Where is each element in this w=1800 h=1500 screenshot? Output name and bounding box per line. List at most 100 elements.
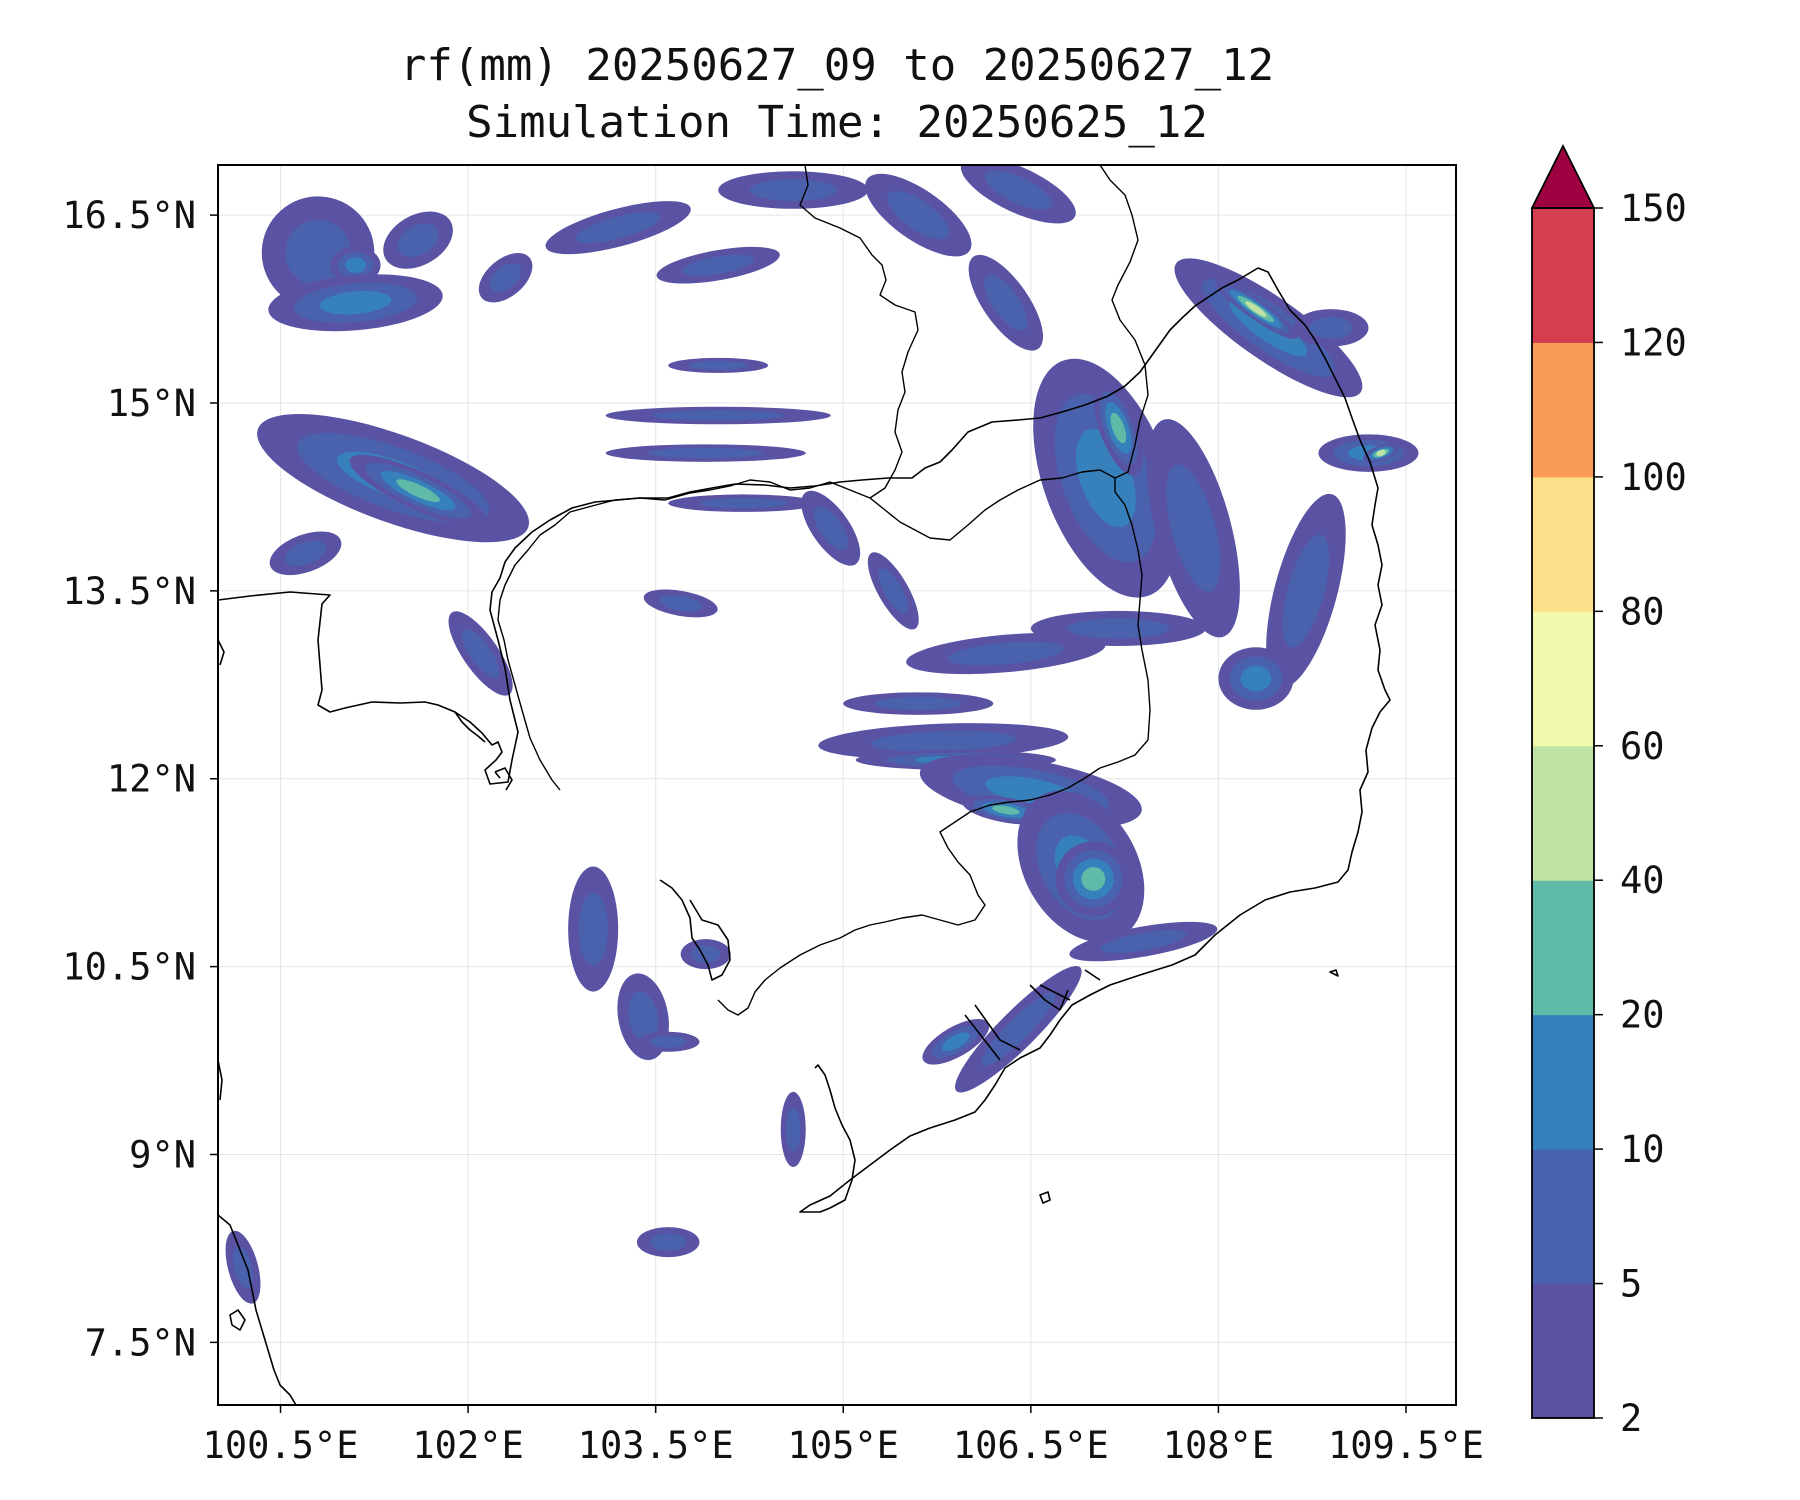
border-thailand-laos — [799, 165, 919, 499]
lat-tick-label: 16.5°N — [62, 194, 196, 237]
country-border-layer — [497, 165, 1151, 1016]
rain-cell-level-1 — [887, 191, 950, 240]
lat-tick-label: 7.5°N — [85, 1321, 196, 1364]
lat-tick-label: 10.5°N — [62, 946, 196, 989]
rain-cell-level-1 — [785, 1107, 801, 1152]
rain-cell-level-1 — [947, 641, 1064, 666]
map-background — [218, 165, 1456, 1405]
rain-cell-level-3 — [1081, 867, 1106, 891]
colorbar-frame — [1531, 207, 1595, 1419]
rainfall-layer — [225, 165, 1419, 1304]
rain-cell-level-1 — [699, 498, 787, 509]
colorbar-segment — [1532, 880, 1594, 1016]
mainland-coastline — [218, 267, 1391, 1213]
lon-tick-label: 108°E — [1163, 1424, 1274, 1467]
colorbar-tick-label: 150 — [1620, 187, 1687, 230]
coastline-west-edge — [218, 639, 225, 1101]
border-laos-cambodia — [869, 469, 1116, 541]
border-laos-vietnam — [1099, 165, 1151, 741]
lat-tick-label: 15°N — [107, 382, 196, 425]
lon-tick-label: 109.5°E — [1328, 1424, 1484, 1467]
lon-tick-label: 102°E — [412, 1424, 523, 1467]
colorbar-segment — [1532, 476, 1594, 612]
colorbar-tick-label: 100 — [1620, 456, 1687, 499]
rain-cell-level-1 — [813, 506, 848, 551]
rain-cell-level-1 — [1282, 534, 1330, 648]
rain-cell-level-2 — [319, 291, 392, 315]
rain-cell-level-4 — [1376, 449, 1386, 457]
rain-cell-level-1 — [984, 170, 1052, 210]
lon-tick-label: 106.5°E — [953, 1424, 1109, 1467]
rain-cell-level-1 — [682, 254, 755, 276]
coastline-islands-trat — [454, 711, 513, 791]
border-cambodia-vietnam — [717, 739, 1149, 1016]
rain-cell-level-1 — [647, 447, 765, 459]
rain-cell-level-1 — [1166, 464, 1221, 592]
rain-cell-level-3 — [396, 479, 440, 503]
colorbar-tick-label: 10 — [1620, 1128, 1665, 1171]
rain-cell-level-1 — [649, 1035, 687, 1048]
rain-cell-level-1 — [659, 595, 703, 612]
lat-tick-label: 12°N — [107, 758, 196, 801]
map-title-line1: rf(mm) 20250627_09 to 20250627_12 — [400, 40, 1274, 91]
rain-cell-level-1 — [628, 991, 659, 1042]
rain-cell-level-2 — [1240, 665, 1272, 692]
rain-cell-level-1 — [689, 361, 748, 370]
rain-cell-level-1 — [578, 892, 608, 966]
colorbar-tick-label: 60 — [1620, 725, 1665, 768]
rain-cell-level-1 — [878, 568, 909, 614]
map-frame — [217, 164, 1457, 1406]
rain-cell-level-1 — [649, 1233, 687, 1251]
rain-cell-level-1 — [284, 540, 327, 567]
island-small-1 — [229, 969, 1339, 1331]
rain-cell-level-1 — [1067, 618, 1170, 639]
coastline-layer — [218, 267, 1391, 1405]
lon-tick-label: 105°E — [788, 1424, 899, 1467]
rain-cell-level-1 — [691, 945, 721, 963]
colorbar-tick-label: 120 — [1620, 321, 1687, 364]
rain-cell-level-1 — [232, 1245, 254, 1289]
rain-cell-level-3 — [1110, 412, 1127, 444]
lat-tick-label: 13.5°N — [62, 570, 196, 613]
island-phu-quoc — [659, 879, 731, 981]
rain-cell-level-1 — [397, 223, 439, 257]
rain-cell-level-1 — [984, 274, 1028, 331]
map-title-line2: Simulation Time: 20250625_12 — [466, 97, 1208, 148]
colorbar-segment — [1532, 342, 1594, 478]
rain-cell-level-1 — [489, 263, 522, 293]
lon-tick-label: 100.5°E — [203, 1424, 359, 1467]
rain-cell-level-1 — [1309, 316, 1353, 339]
colorbar-tick-label: 40 — [1620, 859, 1665, 902]
colorbar-tick-label: 2 — [1620, 1397, 1642, 1440]
colorbar: 2 5 10 20 40 60 80 100 120 150 — [1530, 143, 1687, 1440]
coastline-south-peninsula — [218, 1214, 297, 1405]
lon-tick-label: 103.5°E — [578, 1424, 734, 1467]
colorbar-segment — [1532, 1014, 1594, 1150]
rain-cell-level-2 — [345, 257, 366, 273]
rain-cell-level-2 — [942, 1032, 970, 1052]
lat-tick-label: 9°N — [129, 1133, 196, 1176]
rain-cell-level-1 — [461, 628, 500, 679]
rain-cell-level-1 — [874, 697, 963, 711]
rain-cell-level-1 — [652, 410, 784, 421]
longitude-ticks: 100.5°E 102°E 103.5°E 105°E 106.5°E 108°E 109.… — [203, 1405, 1484, 1467]
rain-cell-level-1 — [981, 992, 1056, 1067]
colorbar-tick-label: 20 — [1620, 994, 1665, 1037]
rain-cell-level-1 — [749, 179, 837, 201]
colorbar-tick-label: 80 — [1620, 590, 1665, 633]
border-thailand-cambodia — [497, 479, 871, 791]
colorbar-segment — [1532, 745, 1594, 881]
rain-cell-level-1 — [870, 730, 1017, 752]
colorbar-segment — [1532, 1149, 1594, 1285]
coastline-mekong-delta — [964, 969, 1101, 1061]
rain-cell-level-3 — [992, 805, 1020, 815]
colorbar-segment — [1532, 208, 1594, 343]
colorbar-tick-label: 5 — [1620, 1263, 1642, 1306]
colorbar-segment — [1532, 1283, 1594, 1419]
rain-cell-level-4 — [1245, 301, 1267, 317]
rain-cell-level-1 — [1100, 930, 1187, 954]
colorbar-segment — [1532, 611, 1594, 747]
rain-cell-level-1 — [575, 212, 661, 244]
map-plot-area: 100.5°E 102°E 103.5°E 105°E 106.5°E 108°E 109.… — [62, 164, 1484, 1467]
